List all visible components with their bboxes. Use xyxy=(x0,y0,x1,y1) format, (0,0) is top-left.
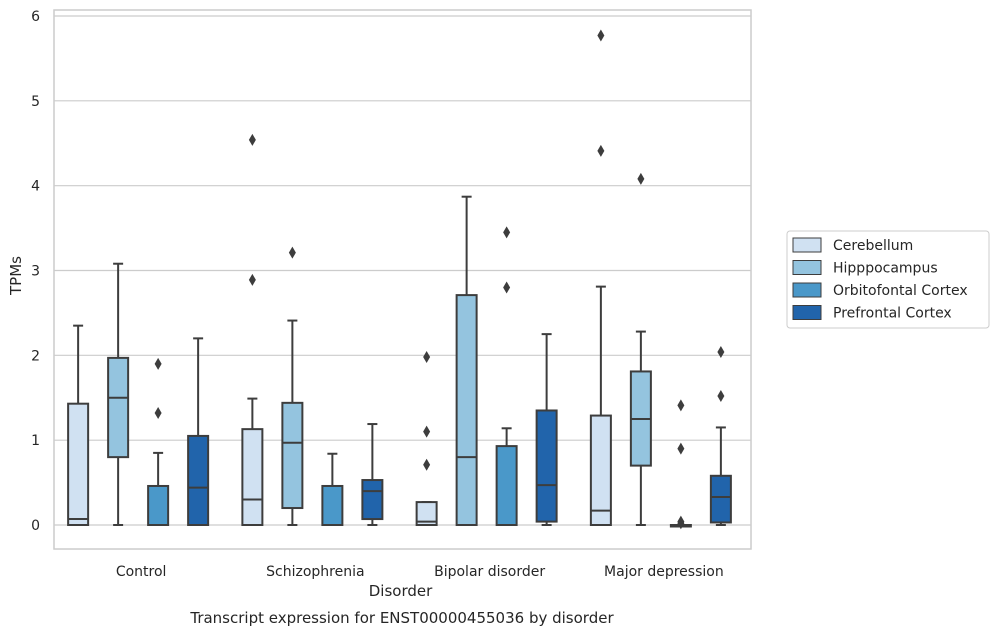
y-tick-label: 2 xyxy=(31,348,40,364)
box-iqr xyxy=(187,434,210,526)
box xyxy=(455,195,478,526)
outlier-point xyxy=(677,515,685,528)
legend-swatch xyxy=(792,305,822,320)
outlier-point xyxy=(154,357,162,370)
grid-lines xyxy=(54,15,751,526)
outlier-point xyxy=(677,442,685,455)
box-iqr xyxy=(589,414,612,526)
box-iqr xyxy=(281,401,304,510)
chart-caption: Transcript expression for ENST0000045503… xyxy=(189,609,614,627)
box xyxy=(495,226,518,527)
x-axis-label: Disorder xyxy=(369,582,433,600)
outlier-point xyxy=(637,172,645,185)
outlier-point xyxy=(248,133,256,146)
box-series xyxy=(67,29,732,530)
box xyxy=(669,399,692,530)
outlier-point xyxy=(717,390,725,403)
outlier-point xyxy=(288,246,296,259)
box-iqr xyxy=(67,402,90,526)
box xyxy=(361,423,384,526)
legend-swatch xyxy=(792,237,822,253)
box xyxy=(107,262,130,526)
legend-item: Cerebellum xyxy=(792,237,913,254)
legend: Cerebellum Hipppocampus Orbitofontal Corte… xyxy=(786,230,990,329)
box-iqr xyxy=(147,484,170,526)
outlier-point xyxy=(423,458,431,471)
x-tick-label: Bipolar disorder xyxy=(434,564,545,580)
legend-label: Orbitofontal Cortex xyxy=(833,283,968,299)
box-iqr xyxy=(107,356,130,459)
x-tick-label: Major depression xyxy=(604,564,724,580)
box xyxy=(187,337,210,526)
box xyxy=(241,133,264,526)
box-iqr xyxy=(241,428,264,526)
y-tick-label: 4 xyxy=(31,179,40,195)
box-iqr xyxy=(495,445,518,527)
plot-frame xyxy=(53,9,752,550)
y-tick-label: 3 xyxy=(31,264,40,280)
x-axis-ticks: Control Schizophrenia Bipolar disorder Majo… xyxy=(116,564,724,580)
legend-swatch xyxy=(792,260,822,275)
outlier-point xyxy=(677,399,685,412)
box-iqr xyxy=(535,409,558,523)
outlier-point xyxy=(248,273,256,286)
legend-label: Cerebellum xyxy=(833,238,913,254)
outlier-point xyxy=(423,425,431,438)
outlier-point xyxy=(423,351,431,364)
box-iqr xyxy=(455,294,478,526)
y-axis-ticks: 0 1 2 3 4 5 6 xyxy=(31,9,40,534)
box-iqr xyxy=(415,501,438,527)
outlier-point xyxy=(597,144,605,157)
outlier-point xyxy=(503,281,511,294)
y-axis-label: TPMs xyxy=(7,256,25,296)
series-0 xyxy=(67,29,612,527)
box-iqr xyxy=(321,484,344,526)
legend-item: Orbitofontal Cortex xyxy=(792,282,968,299)
legend-swatch xyxy=(792,282,822,298)
outlier-point xyxy=(597,29,605,42)
legend-label: Prefrontal Cortex xyxy=(833,306,952,322)
y-tick-label: 0 xyxy=(31,518,40,534)
legend-item: Hipppocampus xyxy=(792,260,938,277)
outlier-point xyxy=(154,407,162,420)
y-tick-label: 5 xyxy=(31,94,40,110)
y-tick-label: 6 xyxy=(31,9,40,25)
series-1 xyxy=(107,172,652,526)
box xyxy=(535,333,558,526)
outlier-point xyxy=(717,345,725,358)
box-iqr xyxy=(361,479,384,521)
box xyxy=(629,172,652,526)
box xyxy=(709,345,732,526)
box xyxy=(67,324,90,526)
box xyxy=(321,452,344,526)
legend-label: Hipppocampus xyxy=(833,261,938,277)
box xyxy=(281,246,304,526)
y-tick-label: 1 xyxy=(31,433,40,449)
legend-frame xyxy=(786,230,990,329)
x-tick-label: Schizophrenia xyxy=(266,564,364,580)
series-2 xyxy=(147,226,692,530)
box xyxy=(589,29,612,526)
x-tick-label: Control xyxy=(116,564,167,580)
legend-item: Prefrontal Cortex xyxy=(792,305,952,322)
box xyxy=(415,351,438,527)
series-3 xyxy=(187,333,732,526)
outlier-point xyxy=(503,226,511,239)
box-iqr xyxy=(709,474,732,524)
box xyxy=(147,357,170,526)
